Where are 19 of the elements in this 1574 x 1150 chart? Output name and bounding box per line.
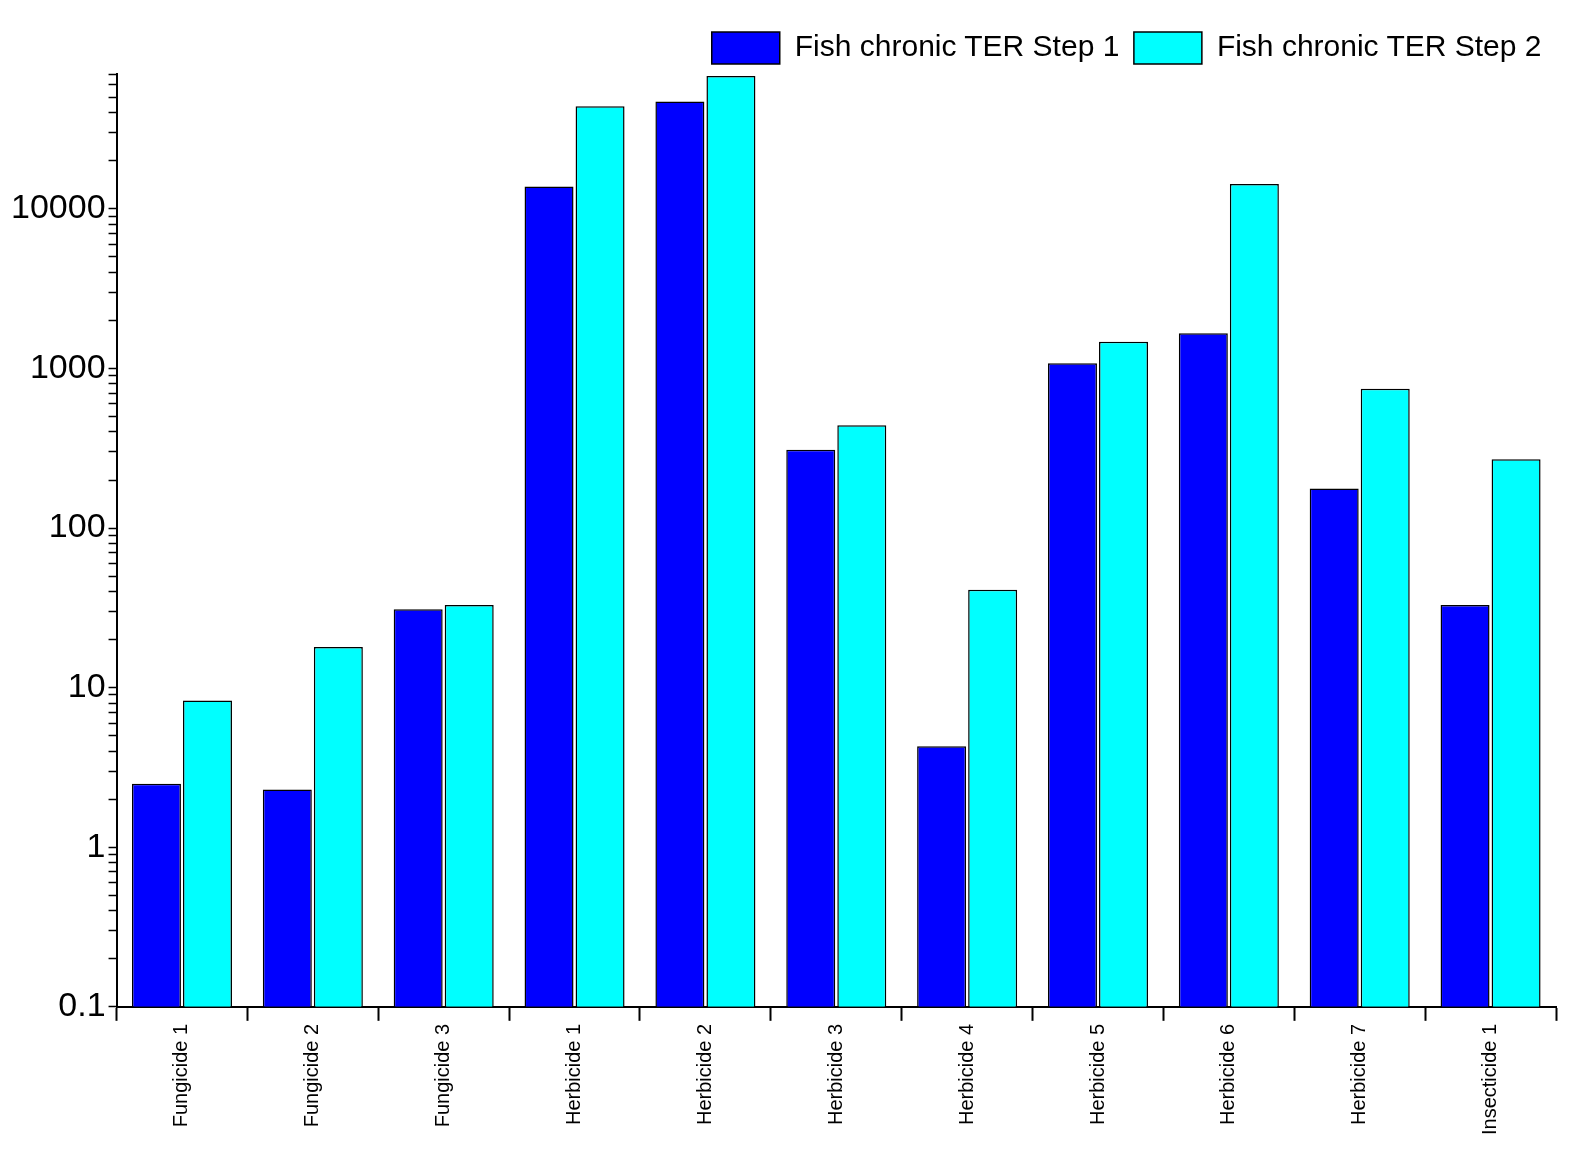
x-tick-label: Herbicide 5 — [1085, 1023, 1108, 1125]
x-tick-label: Herbicide 3 — [823, 1023, 846, 1125]
x-tick-label: Herbicide 1 — [562, 1023, 585, 1125]
legend-label: Fish chronic TER Step 1 — [794, 29, 1120, 63]
x-tick-label: Fungicide 2 — [300, 1023, 323, 1128]
x-tick-label: Herbicide 4 — [954, 1023, 977, 1125]
x-tick-label: Herbicide 6 — [1216, 1023, 1239, 1125]
y-tick-label: 1000 — [29, 346, 106, 385]
y-tick-label: 100 — [48, 506, 106, 545]
x-tick-label: Fungicide 3 — [431, 1023, 454, 1128]
y-tick-label: 0.1 — [58, 985, 106, 1024]
y-tick-label: 1 — [86, 825, 106, 864]
x-tick-label: Herbicide 2 — [692, 1023, 715, 1125]
x-tick-label: Fungicide 1 — [169, 1023, 192, 1128]
x-tick-label: Herbicide 7 — [1347, 1023, 1370, 1125]
legend-label: Fish chronic TER Step 2 — [1216, 29, 1542, 63]
x-tick-label: Insecticide 1 — [1478, 1023, 1501, 1135]
y-tick-label: 10000 — [11, 187, 106, 226]
y-tick-label: 10 — [67, 666, 106, 705]
